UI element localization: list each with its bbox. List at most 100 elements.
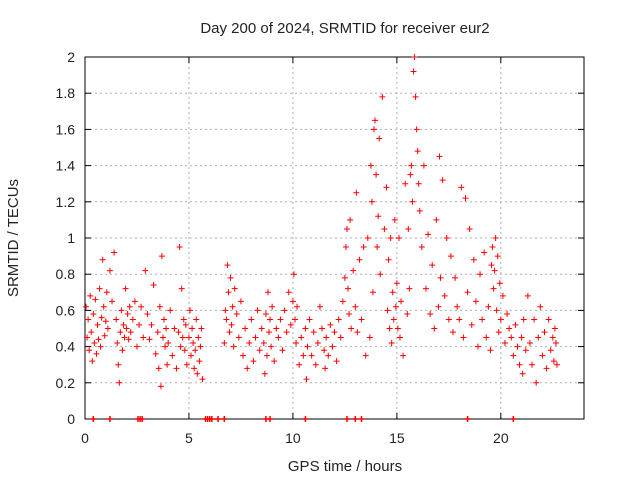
data-point [410, 68, 417, 75]
data-point [144, 311, 151, 318]
data-point [199, 376, 206, 383]
data-point [485, 303, 492, 310]
data-point [362, 352, 369, 359]
data-point [514, 343, 521, 350]
data-point [429, 262, 436, 269]
x-tick-label: 5 [185, 430, 193, 446]
data-point [412, 93, 419, 100]
zero-marker [215, 416, 222, 422]
data-point [422, 285, 429, 292]
data-point [279, 347, 286, 354]
data-point [94, 321, 101, 328]
data-point [114, 339, 121, 346]
data-point [496, 280, 503, 287]
data-point [146, 336, 153, 343]
zero-marker [352, 416, 359, 422]
data-point [262, 311, 269, 318]
data-point [383, 184, 390, 191]
data-point [420, 162, 427, 169]
data-point [223, 316, 230, 323]
data-point [431, 325, 438, 332]
data-point [368, 198, 375, 205]
data-point [181, 347, 188, 354]
data-point [291, 316, 298, 323]
data-point [316, 303, 323, 310]
data-point [312, 361, 319, 368]
data-point [188, 352, 195, 359]
data-point [516, 361, 523, 368]
data-point [531, 316, 538, 323]
data-point [343, 225, 350, 232]
data-point [411, 54, 418, 60]
y-tick-label: 1.2 [56, 194, 76, 210]
data-point [285, 289, 292, 296]
data-point [452, 274, 459, 281]
data-point [233, 311, 240, 318]
data-point [414, 148, 421, 155]
data-point [290, 271, 297, 278]
grid [85, 57, 584, 419]
data-point [277, 316, 284, 323]
data-point [385, 256, 392, 263]
data-point [310, 329, 317, 336]
data-point [127, 329, 134, 336]
data-point [389, 289, 396, 296]
data-point [341, 274, 348, 281]
y-axis: 0 0.2 0.4 0.6 0.8 1 1.2 1.4 1.6 1.8 2 [56, 49, 584, 427]
data-point [225, 289, 232, 296]
data-point [91, 339, 98, 346]
data-point [394, 325, 401, 332]
data-point [551, 325, 558, 332]
data-point [499, 292, 506, 299]
data-point [252, 334, 259, 341]
data-point [506, 325, 513, 332]
data-point [124, 311, 131, 318]
data-point [125, 336, 132, 343]
data-point [439, 177, 446, 184]
data-point [477, 271, 484, 278]
data-point [240, 352, 247, 359]
data-point [535, 334, 542, 341]
data-point [246, 339, 253, 346]
data-point [171, 325, 178, 332]
data-point [97, 343, 104, 350]
data-point [376, 135, 383, 142]
data-point [169, 352, 176, 359]
data-point [229, 303, 236, 310]
data-point [447, 253, 454, 260]
data-point [275, 334, 282, 341]
data-point [304, 343, 311, 350]
data-point [267, 316, 274, 323]
y-tick-label: 0 [67, 411, 75, 427]
data-point [183, 361, 190, 368]
data-point [126, 303, 133, 310]
data-point [450, 329, 457, 336]
data-point [526, 339, 533, 346]
data-point [418, 244, 425, 251]
data-point [121, 334, 128, 341]
data-point [425, 231, 432, 238]
data-point [519, 370, 526, 377]
data-point [327, 321, 334, 328]
data-point [119, 347, 126, 354]
x-tick-label: 0 [81, 430, 89, 446]
data-point [226, 329, 233, 336]
y-tick-label: 0.6 [56, 302, 76, 318]
data-point [289, 298, 296, 305]
y-tick-label: 0.2 [56, 375, 76, 391]
data-point [552, 339, 559, 346]
data-point [541, 329, 548, 336]
data-point [510, 352, 517, 359]
data-point [393, 280, 400, 287]
data-point [162, 343, 169, 350]
data-point [117, 329, 124, 336]
data-point [123, 325, 130, 332]
data-point [501, 339, 508, 346]
data-point [224, 262, 231, 269]
data-point [129, 316, 136, 323]
data-point [492, 235, 499, 241]
data-point [104, 325, 111, 332]
data-point [366, 334, 373, 341]
data-point [84, 334, 91, 341]
data-point [400, 352, 407, 359]
